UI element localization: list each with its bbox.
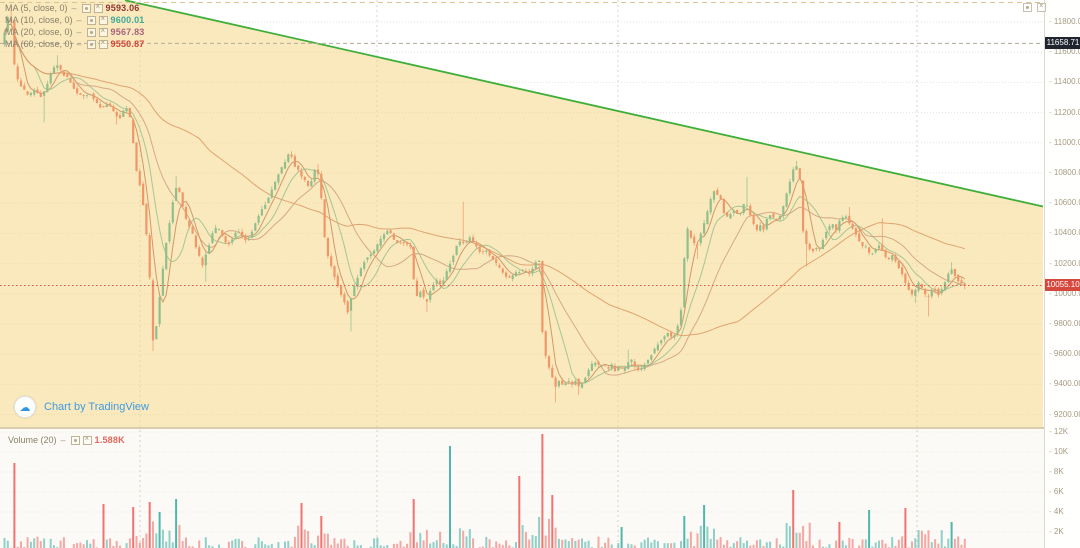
close-icon[interactable] (98, 14, 108, 25)
ma-value: 9600.01 (110, 15, 145, 25)
ma-collapse-dash: – (76, 27, 82, 37)
ma-label: MA (20, close, 0) (5, 27, 73, 37)
ma-legend-row: MA (60, close, 0) – 9550.87 (5, 38, 144, 50)
price-tick-label: 9800.00 (1049, 319, 1080, 328)
pane-close-icon[interactable] (1037, 1, 1046, 12)
ma-collapse-dash: – (71, 3, 77, 13)
price-tick-label: 9400.00 (1049, 379, 1080, 388)
ma-label: MA (5, close, 0) (5, 3, 68, 13)
volume-tick-label: 6K (1049, 487, 1064, 496)
volume-value: 1.588K (94, 435, 125, 445)
pane-controls (1021, 1, 1049, 12)
pane-maximize-icon[interactable] (1023, 3, 1032, 12)
price-axis[interactable]: 11658.71 10055.10 11800.00 11600.00 11400.… (1044, 0, 1080, 548)
price-tick-label: 9600.00 (1049, 349, 1080, 358)
close-icon[interactable] (93, 2, 103, 13)
price-tick-label: 11200.00 (1049, 108, 1080, 117)
current-price-badge: 10055.10 (1045, 279, 1080, 292)
ma-collapse-dash: – (76, 15, 82, 25)
ma-legend-row: MA (5, close, 0) – 9593.06 (5, 2, 144, 14)
ma-legend-row: MA (10, close, 0) – 9600.01 (5, 14, 144, 26)
ma-value: 9550.87 (110, 39, 145, 49)
eye-icon[interactable] (86, 27, 96, 37)
ma-label: MA (10, close, 0) (5, 15, 73, 25)
volume-tick-label: 12K (1049, 427, 1068, 436)
price-tick-label: 11000.00 (1049, 138, 1080, 147)
close-icon[interactable] (82, 434, 92, 445)
volume-legend: Volume (20) – 1.588K (8, 434, 125, 446)
price-tick-label: 9200.00 (1049, 410, 1080, 419)
price-tick-label: 10400.00 (1049, 228, 1080, 237)
ma-label: MA (60, close, 0) (5, 39, 73, 49)
eye-icon[interactable] (70, 435, 80, 445)
volume-tick-label: 8K (1049, 467, 1064, 476)
price-tick-label: 10200.00 (1049, 259, 1080, 268)
price-tick-label: 11400.00 (1049, 77, 1080, 86)
volume-tick-label: 10K (1049, 447, 1068, 456)
price-tick-label: 10600.00 (1049, 198, 1080, 207)
eye-icon[interactable] (86, 15, 96, 25)
ma-collapse-dash: – (76, 39, 82, 49)
ma-value: 9567.83 (110, 27, 145, 37)
attribution-text: Chart by TradingView (44, 401, 149, 413)
close-icon[interactable] (98, 26, 108, 37)
volume-collapse-dash: – (60, 435, 66, 445)
eye-icon[interactable] (81, 3, 91, 13)
price-tick-label: 10800.00 (1049, 168, 1080, 177)
price-tick-label: 11800.00 (1049, 17, 1080, 26)
level-price-badge: 11658.71 (1045, 37, 1080, 50)
ma-legend: MA (5, close, 0) – 9593.06 MA (10, close… (5, 2, 144, 50)
ma-value: 9593.06 (105, 3, 140, 13)
eye-icon[interactable] (86, 39, 96, 49)
price-tick-label: 10000.00 (1049, 289, 1080, 298)
volume-tick-label: 4K (1049, 507, 1064, 516)
volume-tick-label: 2K (1049, 527, 1064, 536)
tradingview-cloud-icon: ☁ (14, 396, 36, 418)
ma-legend-row: MA (20, close, 0) – 9567.83 (5, 26, 144, 38)
tradingview-attribution[interactable]: ☁ Chart by TradingView (14, 396, 149, 418)
close-icon[interactable] (98, 38, 108, 49)
volume-label: Volume (20) (8, 435, 57, 445)
price-tick-label: 11600.00 (1049, 47, 1080, 56)
